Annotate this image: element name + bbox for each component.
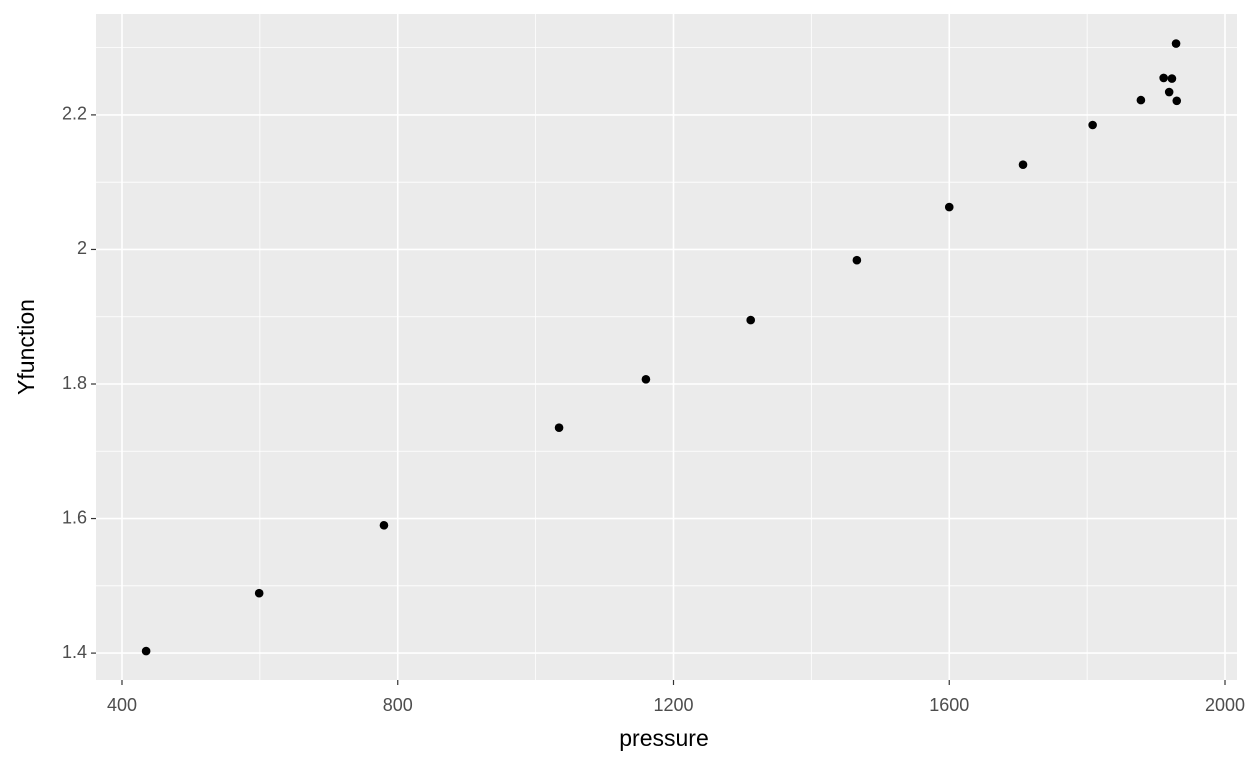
x-tick-label: 1200 <box>653 695 693 715</box>
x-tick-label: 800 <box>383 695 413 715</box>
point <box>254 588 264 598</box>
point <box>1172 96 1182 106</box>
x-tick-label: 2000 <box>1205 695 1245 715</box>
point <box>1171 39 1181 48</box>
point <box>1167 74 1177 83</box>
point <box>1159 73 1168 83</box>
point <box>1164 87 1174 97</box>
point <box>1088 120 1097 130</box>
y-tick-label: 1.4 <box>62 642 87 662</box>
x-tick-label: 400 <box>107 695 137 715</box>
y-axis-title: Yfunction <box>13 299 39 395</box>
panel-background <box>96 14 1237 680</box>
point <box>1018 160 1028 169</box>
point <box>554 423 564 433</box>
y-tick-label: 2 <box>77 238 87 258</box>
x-axis-title: pressure <box>619 725 708 751</box>
point <box>379 520 389 530</box>
point <box>852 255 862 265</box>
y-tick-label: 1.8 <box>62 373 87 393</box>
x-tick-label: 1600 <box>929 695 969 715</box>
point <box>1136 95 1146 105</box>
y-tick-label: 1.6 <box>62 507 87 527</box>
point <box>944 202 954 212</box>
point <box>746 315 756 325</box>
y-tick-label: 2.2 <box>62 104 87 124</box>
point <box>141 646 151 656</box>
points <box>141 39 1182 656</box>
grid <box>96 14 1237 680</box>
point <box>641 374 651 384</box>
